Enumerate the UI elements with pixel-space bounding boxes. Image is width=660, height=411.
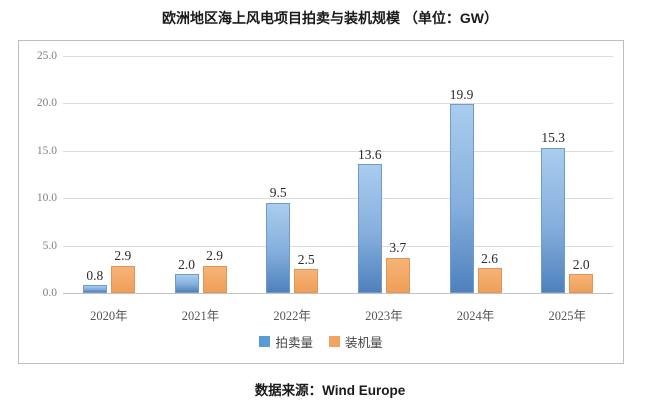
bar-installed <box>385 257 410 293</box>
y-axis-tick: 15.0 <box>36 144 57 157</box>
gridline <box>63 56 613 57</box>
bar-wrap: 2.5 <box>294 251 319 293</box>
bar-installed <box>110 265 135 293</box>
bar-auction <box>541 147 566 293</box>
data-label: 2.6 <box>481 250 498 266</box>
x-axis-label: 2022年 <box>273 309 311 323</box>
x-axis-label: 2025年 <box>548 309 586 323</box>
bar-wrap: 0.8 <box>82 267 107 293</box>
bar-installed <box>569 274 594 293</box>
data-label: 3.7 <box>389 240 407 256</box>
y-axis-tick: 10.0 <box>36 192 57 205</box>
data-label: 2.9 <box>206 248 223 264</box>
data-label: 19.9 <box>449 86 474 102</box>
legend-item: 拍卖量 <box>259 332 313 351</box>
bar-wrap: 13.6 <box>357 146 382 293</box>
legend-swatch-icon <box>329 336 340 347</box>
x-axis-label: 2024年 <box>456 309 495 323</box>
bar-group: 19.9 2.6 <box>430 56 522 293</box>
chart-frame: 0.0 5.0 10.0 15.0 20.0 25.0 0.8 2.9 2.0 2.9 9.5 2.5… <box>18 40 624 364</box>
data-label: 2.0 <box>572 256 590 272</box>
legend-item: 装机量 <box>329 332 383 351</box>
bar-group: 9.5 2.5 <box>246 56 338 293</box>
data-label: 2.0 <box>178 256 195 272</box>
legend-swatch-icon <box>259 336 271 347</box>
data-label: 9.5 <box>269 185 287 201</box>
bar-auction <box>174 274 199 293</box>
bar-wrap: 2.0 <box>174 256 199 293</box>
data-label: 15.3 <box>541 130 565 146</box>
gridline <box>63 103 613 105</box>
bar-installed <box>477 268 502 293</box>
gridline <box>63 245 613 247</box>
y-axis-tick: 0.0 <box>42 287 57 299</box>
bar-wrap: 15.3 <box>541 130 566 293</box>
x-axis-label: 2023年 <box>365 309 403 323</box>
y-axis-tick: 25.0 <box>36 50 57 62</box>
legend-label: 拍卖量 <box>275 336 313 350</box>
bar-installed <box>294 269 319 293</box>
bar-wrap: 9.5 <box>266 185 291 293</box>
x-axis-label: 2021年 <box>181 309 220 323</box>
chart-plot: 0.0 5.0 10.0 15.0 20.0 25.0 0.8 2.9 2.0 2.9 9.5 2.5… <box>37 50 613 299</box>
legend-label: 装机量 <box>345 336 383 350</box>
x-axis-labels: 2020年 2021年 2022年 2023年 2024年 2025年 <box>63 299 613 324</box>
data-label: 13.6 <box>358 146 382 162</box>
bar-auction <box>357 164 382 293</box>
bar-wrap: 2.9 <box>202 248 227 293</box>
chart-title: 欧洲地区海上风电项目拍卖与装机规模 （单位：GW） <box>162 10 498 26</box>
data-label: 2.9 <box>114 248 132 264</box>
x-axis-label: 2020年 <box>90 309 128 323</box>
bar-auction <box>266 202 291 293</box>
gridline <box>63 198 613 200</box>
bar-installed <box>202 265 227 293</box>
data-label: 2.5 <box>297 251 315 267</box>
y-axis-tick: 20.0 <box>36 97 57 110</box>
bar-group: 0.8 2.9 <box>63 56 155 293</box>
source-note: 数据来源：Wind Europe <box>254 383 406 398</box>
bar-auction <box>82 285 107 293</box>
bar-group: 15.3 2.0 <box>521 56 613 293</box>
gridline <box>63 293 613 294</box>
bar-group: 13.6 3.7 <box>338 56 430 293</box>
chart-legend: 拍卖量 装机量 <box>19 332 623 351</box>
bar-wrap: 3.7 <box>385 240 410 293</box>
bar-auction <box>449 104 474 293</box>
bar-wrap: 2.9 <box>110 248 135 293</box>
gridline <box>63 150 613 152</box>
bar-wrap: 2.0 <box>569 256 594 293</box>
y-axis-tick: 5.0 <box>42 239 57 252</box>
bar-wrap: 19.9 <box>449 86 474 293</box>
bar-groups: 0.8 2.9 2.0 2.9 9.5 2.5 13.6 3.7 19.9 2.6 15.3 2.0 <box>63 56 613 293</box>
bar-group: 2.0 2.9 <box>155 56 247 293</box>
bar-wrap: 2.6 <box>477 250 502 293</box>
data-label: 0.8 <box>86 267 104 283</box>
